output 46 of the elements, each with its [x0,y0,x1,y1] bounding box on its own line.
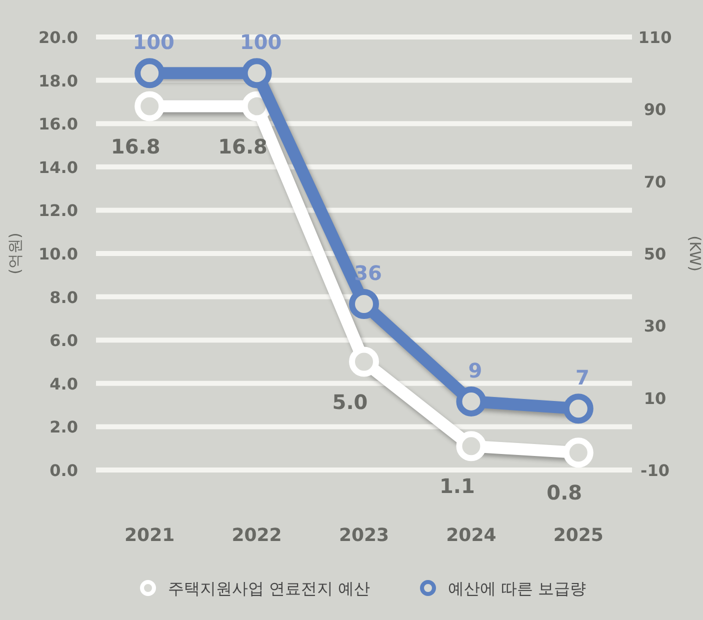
label: 100 [240,30,282,54]
point [134,91,165,122]
label: 0.8 [546,480,582,505]
ytick: 4.0 [50,374,78,394]
y2tick: 70 [644,172,666,192]
label: 7 [575,366,590,390]
xtick: 2023 [338,525,390,546]
ytick: 0.0 [50,461,78,480]
ytick: 10.0 [38,244,78,264]
y2tick: 10 [644,388,666,408]
legend-text: 예산에 따른 보급량 [448,579,586,598]
ytick: 2.0 [50,418,78,437]
xtick: 2021 [124,525,175,546]
label: 16.8 [218,134,268,158]
xtick: 2022 [232,525,282,546]
ylabel: (억원) [6,232,24,274]
ytick: 8.0 [50,288,78,307]
ytick: 20.0 [38,28,78,47]
ytick: 14.0 [38,158,78,177]
point [563,438,594,468]
y2tick: -10 [640,461,670,480]
label: 5.0 [332,390,368,414]
label: 36 [354,261,382,286]
y2tick: 30 [644,316,666,336]
ytick: 12.0 [38,201,78,220]
label: 16.8 [110,134,160,158]
ytick: 6.0 [50,331,78,350]
y2tick: 110 [638,28,672,47]
xtick: 2024 [446,525,496,546]
label: 1.1 [439,474,475,498]
point [349,289,379,320]
legend-text: 주택지원사업 연료전지 예산 [168,579,370,598]
label: 100 [132,30,174,54]
y2tick: 90 [644,100,666,120]
xtick: 2025 [553,525,604,546]
point [456,431,486,462]
ytick: 18.0 [38,71,78,90]
point [456,386,486,416]
label: 9 [468,358,482,382]
point [349,346,379,377]
y2tick: 50 [644,244,666,264]
point [134,58,165,88]
ytick: 16.0 [38,114,78,134]
point [242,58,272,88]
y2label: (KW) [686,236,703,272]
point [563,394,594,424]
